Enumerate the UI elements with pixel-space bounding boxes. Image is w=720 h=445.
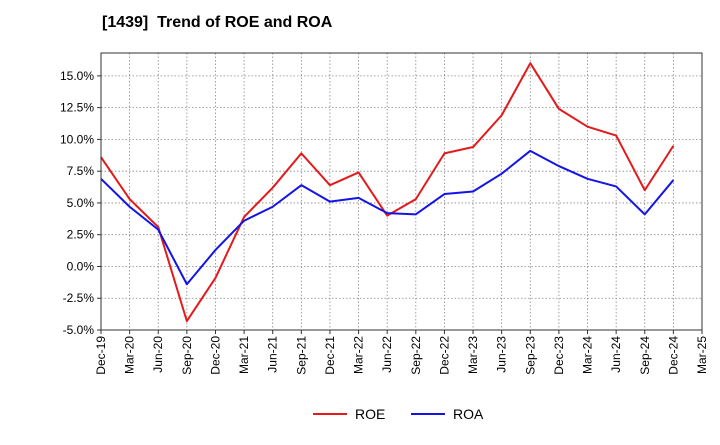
- y-tick-label: -2.5%: [63, 291, 95, 305]
- x-tick-label: Mar-21: [237, 336, 251, 374]
- y-tick-label: 10.0%: [60, 132, 94, 146]
- x-tick-label: Jun-24: [609, 336, 623, 373]
- x-tick-label: Dec-19: [94, 336, 108, 375]
- x-tick-label: Jun-23: [495, 336, 509, 373]
- plot-frame: [100, 52, 703, 331]
- x-tick-label: Mar-20: [123, 336, 137, 374]
- y-tick-label: -5.0%: [63, 323, 95, 337]
- x-tick-label: Jun-22: [380, 336, 394, 373]
- y-tick-label: 7.5%: [67, 164, 95, 178]
- x-tick-label: Mar-22: [352, 336, 366, 374]
- legend-label-roe: ROE: [355, 406, 385, 422]
- x-tick-label: Jun-20: [151, 336, 165, 373]
- x-tick-label: Mar-23: [466, 336, 480, 374]
- x-tick-label: Dec-21: [323, 336, 337, 375]
- y-tick-label: 0.0%: [67, 259, 95, 273]
- x-tick-label: Sep-23: [523, 336, 537, 375]
- x-tick-label: Sep-21: [294, 336, 308, 375]
- x-tick-label: Sep-20: [180, 336, 194, 375]
- y-tick-label: 5.0%: [67, 196, 95, 210]
- y-tick-label: 12.5%: [60, 101, 94, 115]
- x-tick-label: Dec-23: [552, 336, 566, 375]
- legend-label-roa: ROA: [453, 406, 484, 422]
- series-line-roe: [100, 62, 675, 323]
- x-tick-label: Mar-25: [695, 336, 709, 374]
- x-tick-label: Mar-24: [581, 336, 595, 374]
- x-tick-label: Sep-22: [409, 336, 423, 375]
- y-tick-label: 2.5%: [67, 228, 95, 242]
- chart-title: [1439] Trend of ROE and ROA: [102, 14, 333, 31]
- x-tick-label: Dec-24: [666, 336, 680, 375]
- x-tick-label: Jun-21: [266, 336, 280, 373]
- series-line-roa: [100, 149, 675, 286]
- x-tick-label: Dec-22: [437, 336, 451, 375]
- x-tick-label: Sep-24: [638, 336, 652, 375]
- y-tick-label: 15.0%: [60, 69, 94, 83]
- x-tick-label: Dec-20: [208, 336, 222, 375]
